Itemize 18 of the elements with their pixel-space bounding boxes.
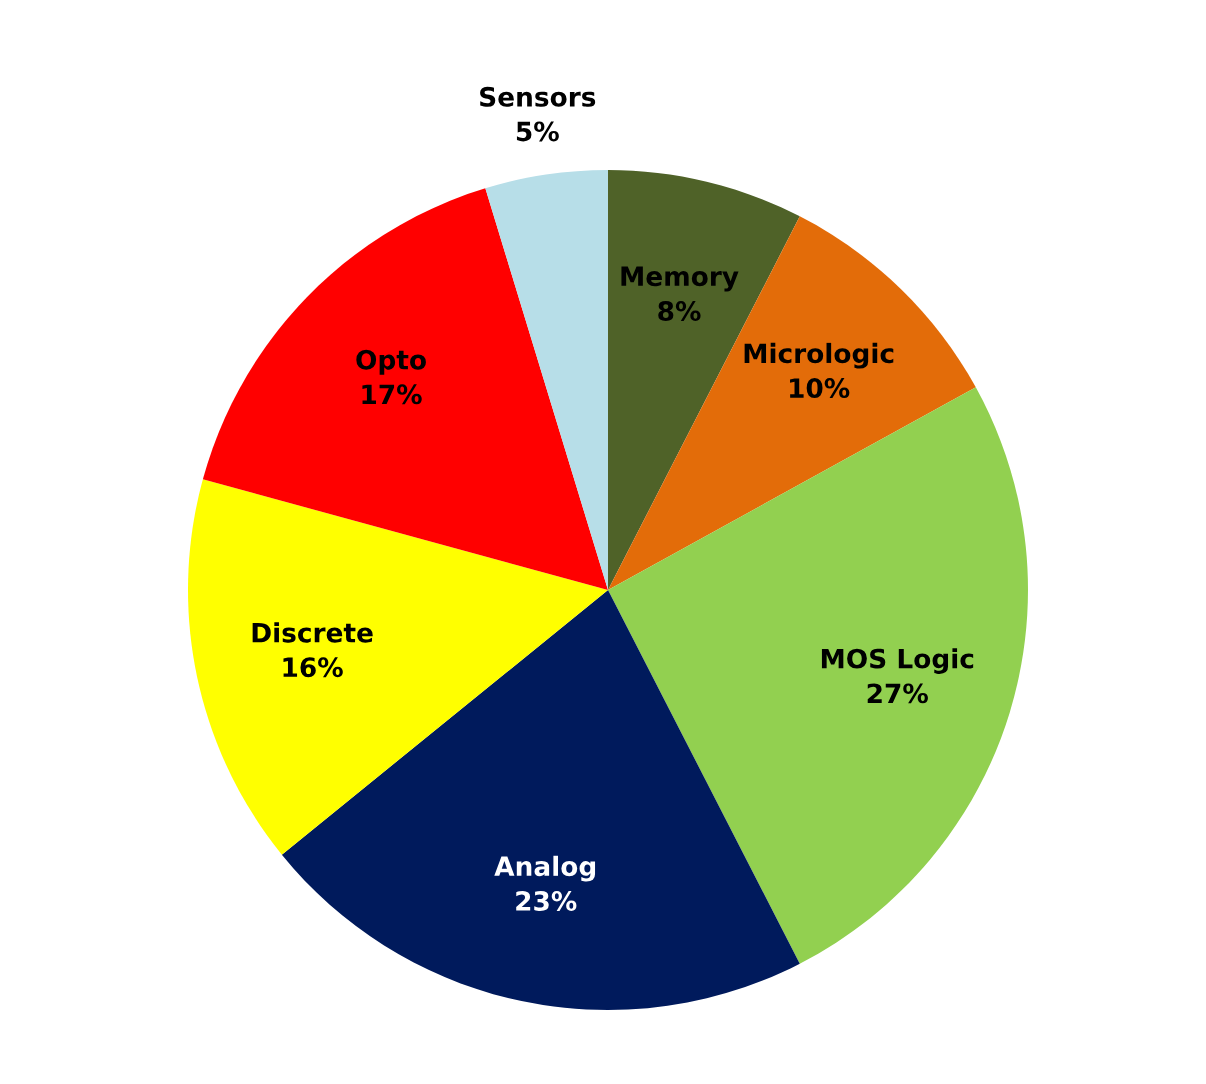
data-label: 23% xyxy=(516,891,577,911)
pie-slice xyxy=(202,188,608,590)
data-label: 10% xyxy=(790,378,850,399)
data-label: 17% xyxy=(362,384,422,405)
slice-label: Memory xyxy=(621,266,739,292)
data-label: 8% xyxy=(658,301,701,321)
data-label: 27% xyxy=(867,683,928,704)
pie-slice xyxy=(485,170,608,590)
slice-label: Analog xyxy=(494,855,596,882)
slice-label: Discrete xyxy=(252,622,373,643)
pie-slice xyxy=(188,479,608,855)
slice-label: Opto xyxy=(356,349,426,375)
data-label: 5% xyxy=(516,121,559,142)
pie-slice xyxy=(608,216,976,590)
slice-label: MOS Logic xyxy=(821,648,974,674)
data-label: 16% xyxy=(283,657,343,678)
slice-label: Sensors xyxy=(480,86,596,107)
slice-label: Micrologic xyxy=(744,342,894,369)
